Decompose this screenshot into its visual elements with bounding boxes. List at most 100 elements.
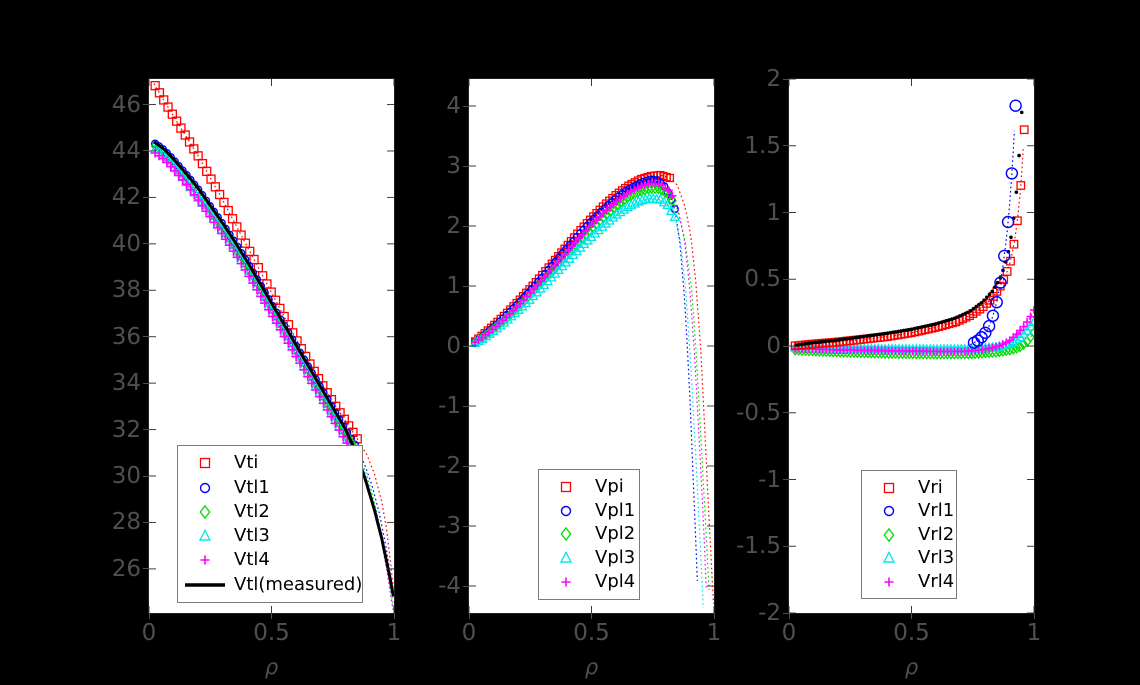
legend-item: Vpl4 bbox=[545, 572, 637, 592]
dot-marker-icon bbox=[977, 302, 981, 307]
diamond-marker-icon bbox=[667, 194, 677, 207]
plus-marker-icon bbox=[275, 325, 285, 335]
dot-marker-icon bbox=[891, 330, 895, 335]
y-tick-label: -2 bbox=[438, 453, 461, 479]
circle-marker-icon bbox=[986, 309, 1000, 322]
dot-marker-icon bbox=[1009, 235, 1013, 240]
dot-marker-icon bbox=[968, 309, 973, 313]
dot-marker-icon bbox=[853, 335, 858, 340]
x-tick-label: 0.5 bbox=[253, 620, 290, 646]
triangle-marker-icon bbox=[559, 551, 573, 564]
dot-marker-icon bbox=[979, 300, 984, 305]
x-tick-mark bbox=[271, 613, 272, 619]
dot-marker-icon bbox=[875, 332, 879, 337]
dot-marker-icon bbox=[885, 331, 890, 336]
y-tick-mark bbox=[143, 429, 149, 431]
y-tick-mark bbox=[783, 479, 789, 480]
square-marker-icon bbox=[240, 238, 251, 248]
triangle-marker-icon bbox=[495, 319, 506, 330]
diamond-marker-icon bbox=[866, 347, 876, 359]
legend-label: Vtl3 bbox=[234, 525, 270, 547]
y-tick-mark bbox=[783, 212, 789, 213]
legend-item: Vrl4 bbox=[868, 572, 954, 592]
diamond-marker-icon bbox=[470, 336, 480, 349]
square-marker-icon bbox=[560, 481, 572, 492]
legend-item: Vrl2 bbox=[868, 525, 954, 545]
triangle-marker-icon bbox=[633, 195, 644, 206]
y-tick-mark bbox=[143, 475, 149, 477]
legend-label: Vtl1 bbox=[234, 476, 270, 498]
y-tick-mark bbox=[143, 243, 149, 245]
y-tick-label: 30 bbox=[111, 463, 141, 490]
series-line bbox=[153, 144, 394, 608]
plus-marker-icon bbox=[264, 305, 274, 315]
legend-label: Vpl2 bbox=[595, 523, 636, 545]
diamond-marker-icon bbox=[870, 347, 880, 359]
diamond-marker-icon bbox=[560, 527, 572, 542]
x-tick-label: 0.5 bbox=[573, 620, 610, 646]
triangle-marker-icon bbox=[622, 201, 633, 212]
y-tick-label: 40 bbox=[111, 230, 141, 257]
y-tick-label: 38 bbox=[111, 277, 141, 304]
y-tick-label: -2 bbox=[758, 600, 781, 626]
triangle-marker-icon bbox=[600, 217, 612, 228]
x-axis-label-rho: ρ bbox=[584, 655, 599, 679]
triangle-marker-icon bbox=[198, 529, 212, 541]
series-Vpl4 bbox=[471, 179, 707, 589]
legend-label: Vrl2 bbox=[918, 523, 955, 545]
x-tick-label: 0 bbox=[141, 620, 157, 646]
series-Vr-measured bbox=[794, 110, 1024, 347]
plot-canvas bbox=[149, 79, 394, 613]
x-tick-label: 0 bbox=[781, 620, 797, 646]
y-tick-mark bbox=[783, 278, 789, 280]
triangle-marker-icon bbox=[882, 551, 896, 563]
plus-marker-icon bbox=[884, 577, 894, 586]
y-tick-mark bbox=[463, 405, 469, 407]
plus-marker-icon bbox=[193, 195, 203, 205]
legend-label: Vpl4 bbox=[595, 571, 636, 593]
diamond-marker-icon bbox=[650, 182, 660, 195]
plot-canvas bbox=[789, 79, 1034, 613]
y-tick-label: 2 bbox=[766, 66, 781, 92]
legend-item: Vtl2 bbox=[184, 502, 360, 522]
plus-marker-icon bbox=[205, 212, 215, 222]
plus-marker-icon bbox=[330, 418, 340, 428]
square-marker-icon bbox=[232, 222, 242, 232]
legend-label: Vtl4 bbox=[234, 549, 270, 571]
dot-marker-icon bbox=[872, 333, 876, 337]
dot-marker-icon bbox=[837, 338, 842, 342]
circle-marker-icon bbox=[979, 326, 992, 339]
dot-marker-icon bbox=[805, 341, 809, 346]
legend-label: Vtl(measured) bbox=[234, 573, 363, 595]
triangle-marker-icon bbox=[629, 197, 641, 208]
dot-marker-icon bbox=[987, 292, 992, 297]
plus-marker-icon bbox=[1026, 312, 1034, 321]
square-marker-icon bbox=[227, 214, 238, 224]
y-tick-label: 1 bbox=[766, 199, 781, 226]
y-tick-mark bbox=[463, 585, 469, 587]
triangle-marker-icon bbox=[1018, 328, 1029, 339]
y-tick-mark bbox=[463, 105, 469, 107]
y-tick-mark bbox=[783, 412, 789, 414]
plus-marker-icon bbox=[311, 385, 321, 395]
circle-marker-icon bbox=[560, 505, 572, 516]
dot-marker-icon bbox=[899, 329, 903, 333]
triangle-marker-icon bbox=[1028, 315, 1034, 326]
dot-marker-icon bbox=[966, 310, 970, 315]
legend-label: Vtl2 bbox=[234, 500, 270, 522]
circle-marker-icon bbox=[199, 482, 211, 493]
y-tick-label: 0 bbox=[446, 333, 461, 359]
triangle-marker-icon bbox=[491, 322, 503, 333]
dot-marker-icon bbox=[864, 334, 868, 338]
x-tick-label: 0 bbox=[461, 620, 477, 646]
square-marker-icon bbox=[1019, 125, 1029, 135]
plus-marker-icon bbox=[668, 191, 677, 200]
y-tick-label: 44 bbox=[111, 137, 141, 164]
square-marker-icon bbox=[199, 458, 211, 469]
dot-marker-icon bbox=[1017, 153, 1021, 158]
y-tick-label: -3 bbox=[438, 513, 461, 539]
dot-marker-icon bbox=[909, 327, 914, 332]
dot-marker-icon bbox=[797, 342, 801, 347]
dot-marker-icon bbox=[995, 280, 1000, 285]
